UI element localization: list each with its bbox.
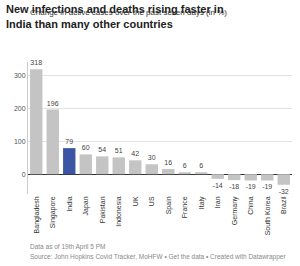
- svg-text:79: 79: [65, 138, 73, 145]
- svg-text:Change in active cases over th: Change in active cases over the past sev…: [30, 8, 227, 17]
- svg-text:Italy: Italy: [198, 196, 206, 209]
- svg-text:Bangladesh: Bangladesh: [33, 196, 41, 233]
- svg-text:Pakistan: Pakistan: [99, 196, 106, 223]
- svg-text:-19: -19: [262, 183, 272, 190]
- svg-text:Iran: Iran: [214, 196, 221, 208]
- svg-text:UK: UK: [132, 196, 139, 206]
- svg-text:196: 196: [47, 100, 59, 107]
- svg-text:France: France: [181, 196, 188, 218]
- svg-text:318: 318: [30, 59, 42, 66]
- svg-text:6: 6: [199, 162, 203, 169]
- svg-text:Spain: Spain: [165, 196, 173, 214]
- svg-text:South Korea: South Korea: [264, 196, 271, 235]
- svg-text:Indonesia: Indonesia: [115, 196, 122, 226]
- svg-text:42: 42: [131, 150, 139, 157]
- svg-text:300: 300: [14, 72, 26, 79]
- svg-text:200: 200: [14, 105, 26, 112]
- svg-text:0: 0: [22, 171, 26, 178]
- svg-text:16: 16: [164, 159, 172, 166]
- svg-text:China: China: [247, 196, 254, 214]
- svg-text:Source: John Hopkins Covid Tra: Source: John Hopkins Covid Tracker, MoHF…: [30, 253, 286, 261]
- svg-text:Singapore: Singapore: [49, 196, 57, 228]
- svg-text:Data as of 19th April 5 PM: Data as of 19th April 5 PM: [30, 243, 106, 251]
- svg-text:India: India: [66, 196, 73, 211]
- svg-text:-14: -14: [213, 182, 223, 189]
- svg-text:US: US: [148, 196, 155, 206]
- svg-text:60: 60: [82, 144, 90, 151]
- svg-text:New infections and deaths risi: New infections and deaths rising faster …: [6, 3, 224, 29]
- svg-text:54: 54: [98, 146, 106, 153]
- svg-text:51: 51: [115, 147, 123, 154]
- svg-text:30: 30: [148, 154, 156, 161]
- svg-text:-18: -18: [229, 183, 239, 190]
- svg-text:Brazil: Brazil: [280, 196, 287, 214]
- svg-text:6: 6: [183, 162, 187, 169]
- svg-text:Germany: Germany: [231, 196, 239, 225]
- svg-text:100: 100: [14, 138, 26, 145]
- svg-text:Japan: Japan: [82, 196, 90, 215]
- svg-text:-32: -32: [279, 188, 289, 195]
- svg-text:-19: -19: [246, 183, 256, 190]
